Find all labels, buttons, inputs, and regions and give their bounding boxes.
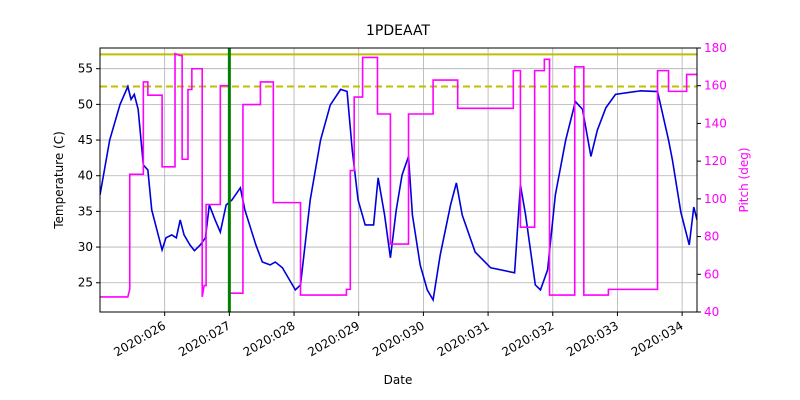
y2-tick-label: 160 [704,79,727,93]
y2-tick-label: 80 [704,230,719,244]
plot-area [100,48,697,312]
data-line [100,84,697,303]
y-tick-label: 55 [78,62,93,76]
plot-frame [99,47,698,313]
y-tick-label: 50 [78,97,93,111]
y-tick-label: 35 [78,204,93,218]
x-axis-label: Date [384,373,413,387]
y-tick-label: 30 [78,240,93,254]
y-tick-label: 25 [78,276,93,290]
y2-axis-label: Pitch (deg) [737,147,751,212]
y-tick-label: 40 [78,169,93,183]
y2-tick-label: 100 [704,192,727,206]
data-line [100,52,697,298]
y-axis-label: Temperature (C) [52,131,66,230]
y2-tick-label: 180 [704,41,727,55]
y2-tick-label: 40 [704,305,719,319]
y2-tick-label: 120 [704,154,727,168]
y2-tick-label: 140 [704,116,727,130]
chart-title: 1PDEAAT [366,23,430,39]
y-tick-label: 45 [78,133,93,147]
y2-tick-label: 60 [704,267,719,281]
